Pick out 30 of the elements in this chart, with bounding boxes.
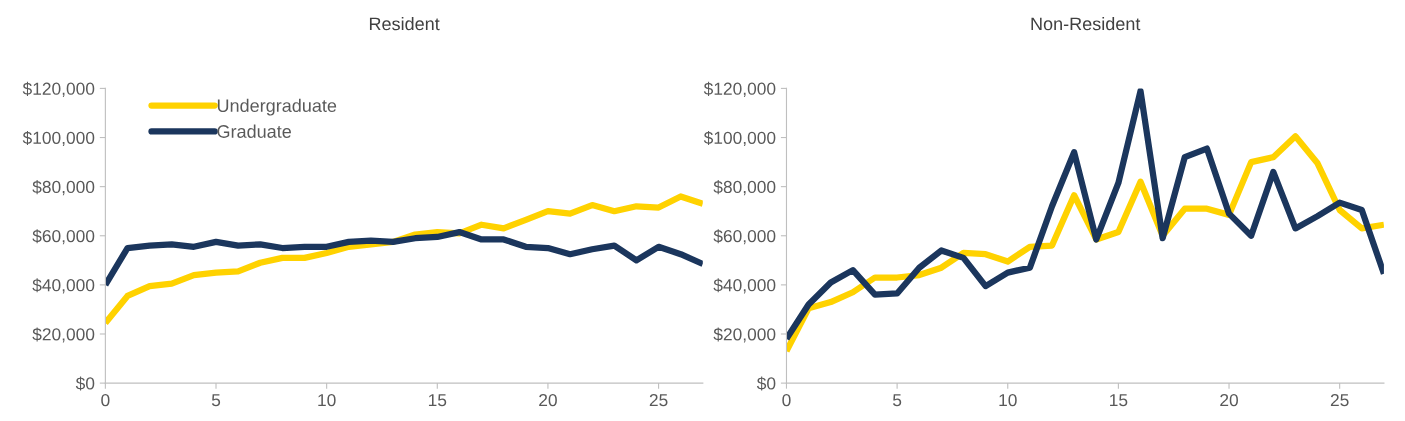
x-tick-label: 15 [1110,394,1128,407]
legend-label: Graduate [217,124,291,138]
y-tick-label: $60,000 [713,229,776,245]
y-tick-label: $100,000 [703,130,776,147]
legend-label: Undergraduate [217,98,337,116]
x-tick-label: 10 [999,393,1017,407]
chart-title: Resident [369,16,440,31]
y-tick-label: $80,000 [32,180,95,196]
x-tick-label: 25 [649,393,668,407]
y-tick-label: $40,000 [713,278,776,294]
y-tick-label: $120,000 [22,81,95,97]
chart-title: Non-Resident [1031,16,1141,31]
y-tick-label: $0 [756,376,776,391]
x-tick-label: 0 [782,393,791,407]
x-tick-label: 0 [101,393,110,407]
x-tick-label: 5 [892,394,902,407]
x-tick-label: 20 [539,393,557,407]
y-tick-label: $20,000 [32,327,95,343]
y-tick-label: $80,000 [713,180,776,196]
x-tick-label: 15 [428,394,447,407]
y-tick-label: $60,000 [32,229,95,245]
y-tick-label: $20,000 [713,327,776,343]
y-tick-label: $40,000 [32,278,95,294]
y-tick-label: $0 [75,376,95,391]
x-tick-label: 5 [211,394,221,407]
y-tick-label: $120,000 [703,81,776,97]
x-tick-label: 10 [318,393,336,407]
y-tick-label: $100,000 [22,130,95,147]
x-tick-label: 25 [1330,393,1349,407]
x-tick-label: 20 [1220,393,1239,407]
